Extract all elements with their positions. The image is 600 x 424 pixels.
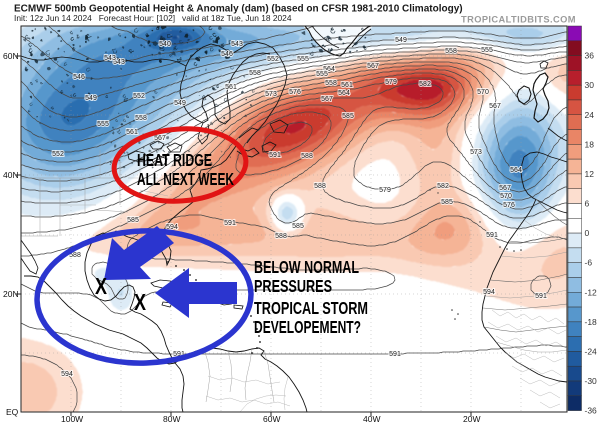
svg-text:0: 0 [585,228,590,238]
svg-text:ALL NEXT WEEK: ALL NEXT WEEK [137,169,234,189]
svg-text:60W: 60W [263,414,280,424]
svg-text:40N: 40N [3,170,19,180]
svg-text:TROPICALTIDBITS.COM: TROPICALTIDBITS.COM [461,15,576,25]
svg-text:-12: -12 [585,287,598,297]
svg-text:X: X [134,289,147,315]
svg-text:576: 576 [289,89,301,96]
svg-text:80W: 80W [163,414,180,424]
svg-text:588: 588 [314,183,326,190]
svg-text:561: 561 [341,82,353,89]
svg-text:6: 6 [585,199,590,209]
svg-text:40W: 40W [363,414,380,424]
svg-text:591: 591 [269,152,281,159]
svg-text:24: 24 [585,110,595,120]
svg-text:36: 36 [585,51,595,61]
svg-text:EQ: EQ [6,407,19,417]
svg-text:588: 588 [301,153,313,160]
svg-text:582: 582 [419,81,431,88]
svg-text:567: 567 [154,135,166,142]
svg-text:543: 543 [231,41,243,48]
svg-text:585: 585 [441,199,453,206]
svg-text:585: 585 [127,217,139,224]
svg-text:582: 582 [437,183,449,190]
svg-text:-30: -30 [585,376,598,386]
svg-text:567: 567 [499,185,511,192]
svg-text:ECMWF 500mb Geopotential Heigh: ECMWF 500mb Geopotential Height & Anomal… [14,4,463,15]
svg-text:546: 546 [221,51,233,58]
svg-text:570: 570 [477,89,489,96]
svg-text:558: 558 [135,115,147,122]
svg-text:573: 573 [265,91,277,98]
svg-text:555: 555 [316,71,328,78]
svg-text:546: 546 [73,74,85,81]
svg-text:588: 588 [69,252,81,259]
svg-text:591: 591 [535,293,547,300]
svg-text:585: 585 [342,113,354,120]
svg-text:TROPICAL STORM: TROPICAL STORM [254,298,368,318]
svg-text:543: 543 [113,59,125,66]
svg-text:549: 549 [395,37,407,44]
svg-text:573: 573 [470,149,482,156]
svg-text:X: X [95,273,108,299]
svg-text:DEVELOPEMENT?: DEVELOPEMENT? [254,317,361,337]
svg-text:549: 549 [85,95,97,102]
svg-text:567: 567 [321,96,333,103]
svg-text:HEAT RIDGE: HEAT RIDGE [137,150,212,170]
svg-text:558: 558 [249,70,261,77]
svg-text:BELOW NORMAL: BELOW NORMAL [254,257,359,277]
svg-text:552: 552 [133,93,145,100]
svg-text:591: 591 [486,232,498,239]
svg-text:-24: -24 [585,346,598,356]
svg-text:558: 558 [445,48,457,55]
svg-text:564: 564 [510,167,522,174]
svg-text:555: 555 [97,121,109,128]
svg-text:-18: -18 [585,317,598,327]
svg-text:579: 579 [379,187,391,194]
svg-text:588: 588 [275,233,287,240]
svg-text:564: 564 [338,90,350,97]
svg-text:100W: 100W [61,414,83,424]
svg-text:594: 594 [166,224,178,231]
svg-text:549: 549 [174,100,186,107]
svg-text:579: 579 [385,79,397,86]
svg-text:30: 30 [585,80,595,90]
svg-text:591: 591 [224,220,236,227]
svg-text:540: 540 [159,41,171,48]
svg-text:PRESSURES: PRESSURES [254,276,332,296]
svg-text:567: 567 [489,103,501,110]
svg-text:570: 570 [500,193,512,200]
svg-text:561: 561 [126,129,138,136]
svg-text:12: 12 [585,169,595,179]
svg-text:-36: -36 [585,406,598,416]
svg-text:585: 585 [292,223,304,230]
svg-text:564: 564 [323,66,335,73]
svg-text:20W: 20W [463,414,480,424]
svg-text:-6: -6 [585,258,593,268]
svg-text:Init: 12z Jun 14 2024 Foreca: Init: 12z Jun 14 2024 Forecast Hour: [10… [14,13,292,23]
svg-text:543: 543 [104,55,116,62]
svg-text:60N: 60N [3,51,19,61]
svg-text:20N: 20N [3,289,19,299]
svg-text:552: 552 [267,56,279,63]
svg-text:594: 594 [483,289,495,296]
svg-text:591: 591 [173,351,185,358]
svg-text:18: 18 [585,139,595,149]
svg-text:591: 591 [389,351,401,358]
svg-text:555: 555 [481,47,493,54]
svg-text:594: 594 [61,371,73,378]
svg-text:558: 558 [325,80,337,87]
svg-text:567: 567 [367,63,379,70]
svg-text:555: 555 [297,56,309,63]
svg-text:561: 561 [225,84,237,91]
svg-text:576: 576 [503,202,515,209]
svg-text:552: 552 [52,151,64,158]
